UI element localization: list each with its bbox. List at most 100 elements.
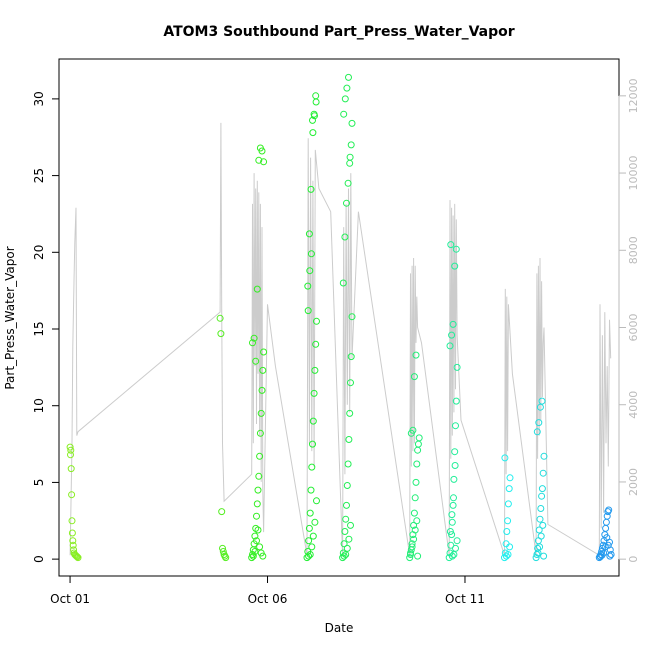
data-point [255, 472, 263, 480]
data-point [251, 532, 259, 540]
data-point [451, 448, 459, 456]
data-point [310, 389, 318, 397]
data-point [67, 465, 75, 473]
data-point [412, 478, 420, 486]
data-point [259, 366, 267, 374]
x-tick-label: Oct 01 [50, 592, 90, 606]
data-point [347, 521, 354, 529]
data-point [309, 440, 316, 448]
data-point [69, 537, 77, 545]
data-point [222, 554, 230, 562]
data-point [260, 348, 268, 356]
data-point [341, 95, 349, 103]
y-tick-label: 15 [32, 321, 46, 336]
plot-frame [58, 58, 620, 577]
data-point [602, 518, 610, 526]
data-point [258, 147, 266, 155]
data-point [537, 532, 545, 540]
data-point [415, 434, 423, 442]
y2-tick-label: 12000 [627, 78, 640, 113]
data-point [535, 526, 543, 534]
data-point [413, 517, 421, 525]
data-point [249, 339, 256, 347]
data-point [452, 544, 459, 552]
data-point [409, 426, 417, 434]
data-point [540, 452, 548, 460]
x-tick-label: Oct 06 [248, 592, 288, 606]
y2-tick-label: 6000 [627, 314, 640, 342]
data-point [602, 524, 610, 532]
data-point [249, 552, 257, 560]
data-point [259, 552, 267, 560]
data-point [251, 548, 259, 555]
data-point [410, 373, 418, 381]
data-point [313, 497, 320, 505]
data-point [256, 543, 264, 551]
data-point [257, 409, 265, 417]
data-point [532, 554, 540, 562]
data-point [306, 509, 314, 517]
data-point [451, 262, 459, 270]
data-point [305, 230, 313, 238]
data-point [218, 508, 226, 516]
data-point [67, 446, 75, 454]
data-point [340, 110, 348, 118]
data-point [304, 307, 312, 315]
data-point [341, 233, 349, 241]
data-point [311, 366, 319, 374]
data-point [308, 463, 316, 471]
data-point [504, 517, 512, 525]
data-point [340, 552, 348, 560]
data-point [501, 454, 509, 462]
points-layer [66, 73, 615, 562]
data-point [539, 469, 547, 477]
data-point [66, 443, 74, 451]
data-point [307, 185, 315, 193]
data-point [309, 417, 317, 425]
data-point [450, 475, 458, 483]
data-point [72, 552, 80, 560]
data-point [343, 482, 351, 489]
data-point [255, 156, 263, 164]
y-tick-label: 10 [32, 398, 46, 413]
y2-tick-label: 10000 [627, 156, 640, 191]
data-point [253, 512, 260, 520]
data-point [312, 340, 320, 348]
data-point [68, 517, 76, 525]
data-point [414, 446, 422, 454]
data-point [506, 543, 514, 551]
data-point [260, 158, 268, 166]
data-point [306, 551, 314, 558]
data-point [305, 524, 313, 532]
y-tick-label: 30 [32, 91, 46, 106]
y2-tick-label: 8000 [627, 236, 640, 264]
chart-title: ATOM3 Southbound Part_Press_Water_Vapor [163, 24, 514, 40]
y2-axis: 0 2000 4000 6000 8000 10000 12000 [618, 78, 640, 563]
data-point [254, 486, 262, 494]
data-point [347, 141, 355, 149]
data-point [256, 452, 264, 460]
data-point [343, 544, 351, 552]
data-point [453, 363, 461, 371]
data-point [312, 98, 320, 106]
data-point [604, 541, 612, 549]
data-point [448, 518, 456, 526]
data-point [607, 551, 615, 558]
data-point [306, 267, 314, 275]
data-point [342, 515, 350, 523]
data-point [217, 330, 225, 338]
y2-tick-label: 2000 [627, 468, 640, 496]
data-point [345, 436, 353, 443]
data-point [538, 397, 546, 405]
y-tick-label: 0 [32, 555, 46, 563]
altitude-line [69, 122, 612, 557]
data-point [253, 500, 261, 508]
data-point [311, 112, 318, 120]
data-point [605, 506, 613, 514]
data-point [410, 521, 418, 529]
data-point [253, 285, 261, 293]
data-point [410, 509, 418, 517]
data-point [69, 541, 77, 549]
data-point [343, 501, 350, 509]
data-point [256, 429, 264, 437]
